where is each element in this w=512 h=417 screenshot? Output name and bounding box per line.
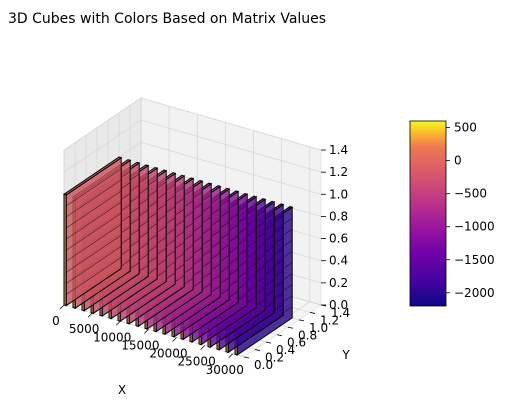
cube-edge xyxy=(65,223,122,262)
x-tick xyxy=(228,353,234,359)
z-tick-label: 0.4 xyxy=(329,254,348,268)
cube-edge xyxy=(65,235,122,273)
cube-edge xyxy=(65,201,122,240)
x-tick-label: 25000 xyxy=(178,355,216,369)
colorbar xyxy=(409,120,447,307)
chart-title: 3D Cubes with Colors Based on Matrix Val… xyxy=(8,11,326,27)
y-tick-label: 1.2 xyxy=(320,313,339,327)
z-tick-label: 0.0 xyxy=(329,298,348,312)
y-tick-label: 0.4 xyxy=(276,343,295,357)
y-tick xyxy=(298,319,305,322)
colorbar-tick-label: 500 xyxy=(454,121,477,135)
x-axis-label: X xyxy=(118,383,126,397)
cube-edge xyxy=(65,212,122,251)
colorbar-ticks: 500 0 −500 −1000 −1500 −2000 xyxy=(446,121,495,300)
x-tick-label: 20000 xyxy=(149,347,187,361)
colorbar-tick-label: 0 xyxy=(454,154,462,168)
z-tick-label: 1.4 xyxy=(329,143,348,157)
y-tick xyxy=(309,312,316,314)
colorbar-tick-label: −1500 xyxy=(454,253,495,267)
y-tick-label: 0.2 xyxy=(265,351,284,365)
y-tick xyxy=(265,341,272,344)
cube-edge xyxy=(65,168,122,207)
y-tick xyxy=(276,334,283,337)
cube-edge xyxy=(65,257,122,295)
z-tick-label: 1.0 xyxy=(329,187,348,201)
x-tick xyxy=(144,329,149,334)
y-axis-label: Y xyxy=(341,348,350,362)
z-tick-label: 0.8 xyxy=(329,209,348,223)
cube-edge xyxy=(65,179,122,218)
y-tick-label: 1.0 xyxy=(309,321,328,335)
x-tick-label: 5000 xyxy=(69,322,100,336)
cube-layer xyxy=(62,156,294,356)
x-tick xyxy=(200,345,205,350)
x-tick-label: 30000 xyxy=(206,363,244,377)
x-tick xyxy=(59,304,65,310)
x-tick xyxy=(87,312,93,318)
y-tick-label: 0.0 xyxy=(254,358,273,372)
colorbar-tick-label: −2000 xyxy=(454,286,495,300)
z-tick-label: 0.2 xyxy=(329,276,348,290)
cube-edge xyxy=(65,246,122,284)
y-tick xyxy=(243,356,250,359)
y-tick-label: 0.6 xyxy=(287,336,306,350)
z-tick-label: 0.6 xyxy=(329,232,348,246)
z-tick-label: 1.2 xyxy=(329,165,348,179)
cube-face-front xyxy=(63,193,67,307)
x-tick xyxy=(172,337,177,342)
colorbar-tick-label: −1000 xyxy=(454,220,495,234)
y-tick-label: 0.8 xyxy=(298,328,317,342)
y-tick xyxy=(287,326,294,329)
cube-edge xyxy=(65,190,122,229)
x-tick-label: 10000 xyxy=(93,330,131,344)
cube xyxy=(62,156,123,307)
x-tick xyxy=(115,320,121,326)
x-tick-label: 0 xyxy=(52,314,60,328)
colorbar-tick-label: −500 xyxy=(454,187,487,201)
x-tick-label: 15000 xyxy=(121,338,159,352)
y-tick-label: 1.4 xyxy=(331,306,350,320)
y-tick xyxy=(254,349,261,351)
